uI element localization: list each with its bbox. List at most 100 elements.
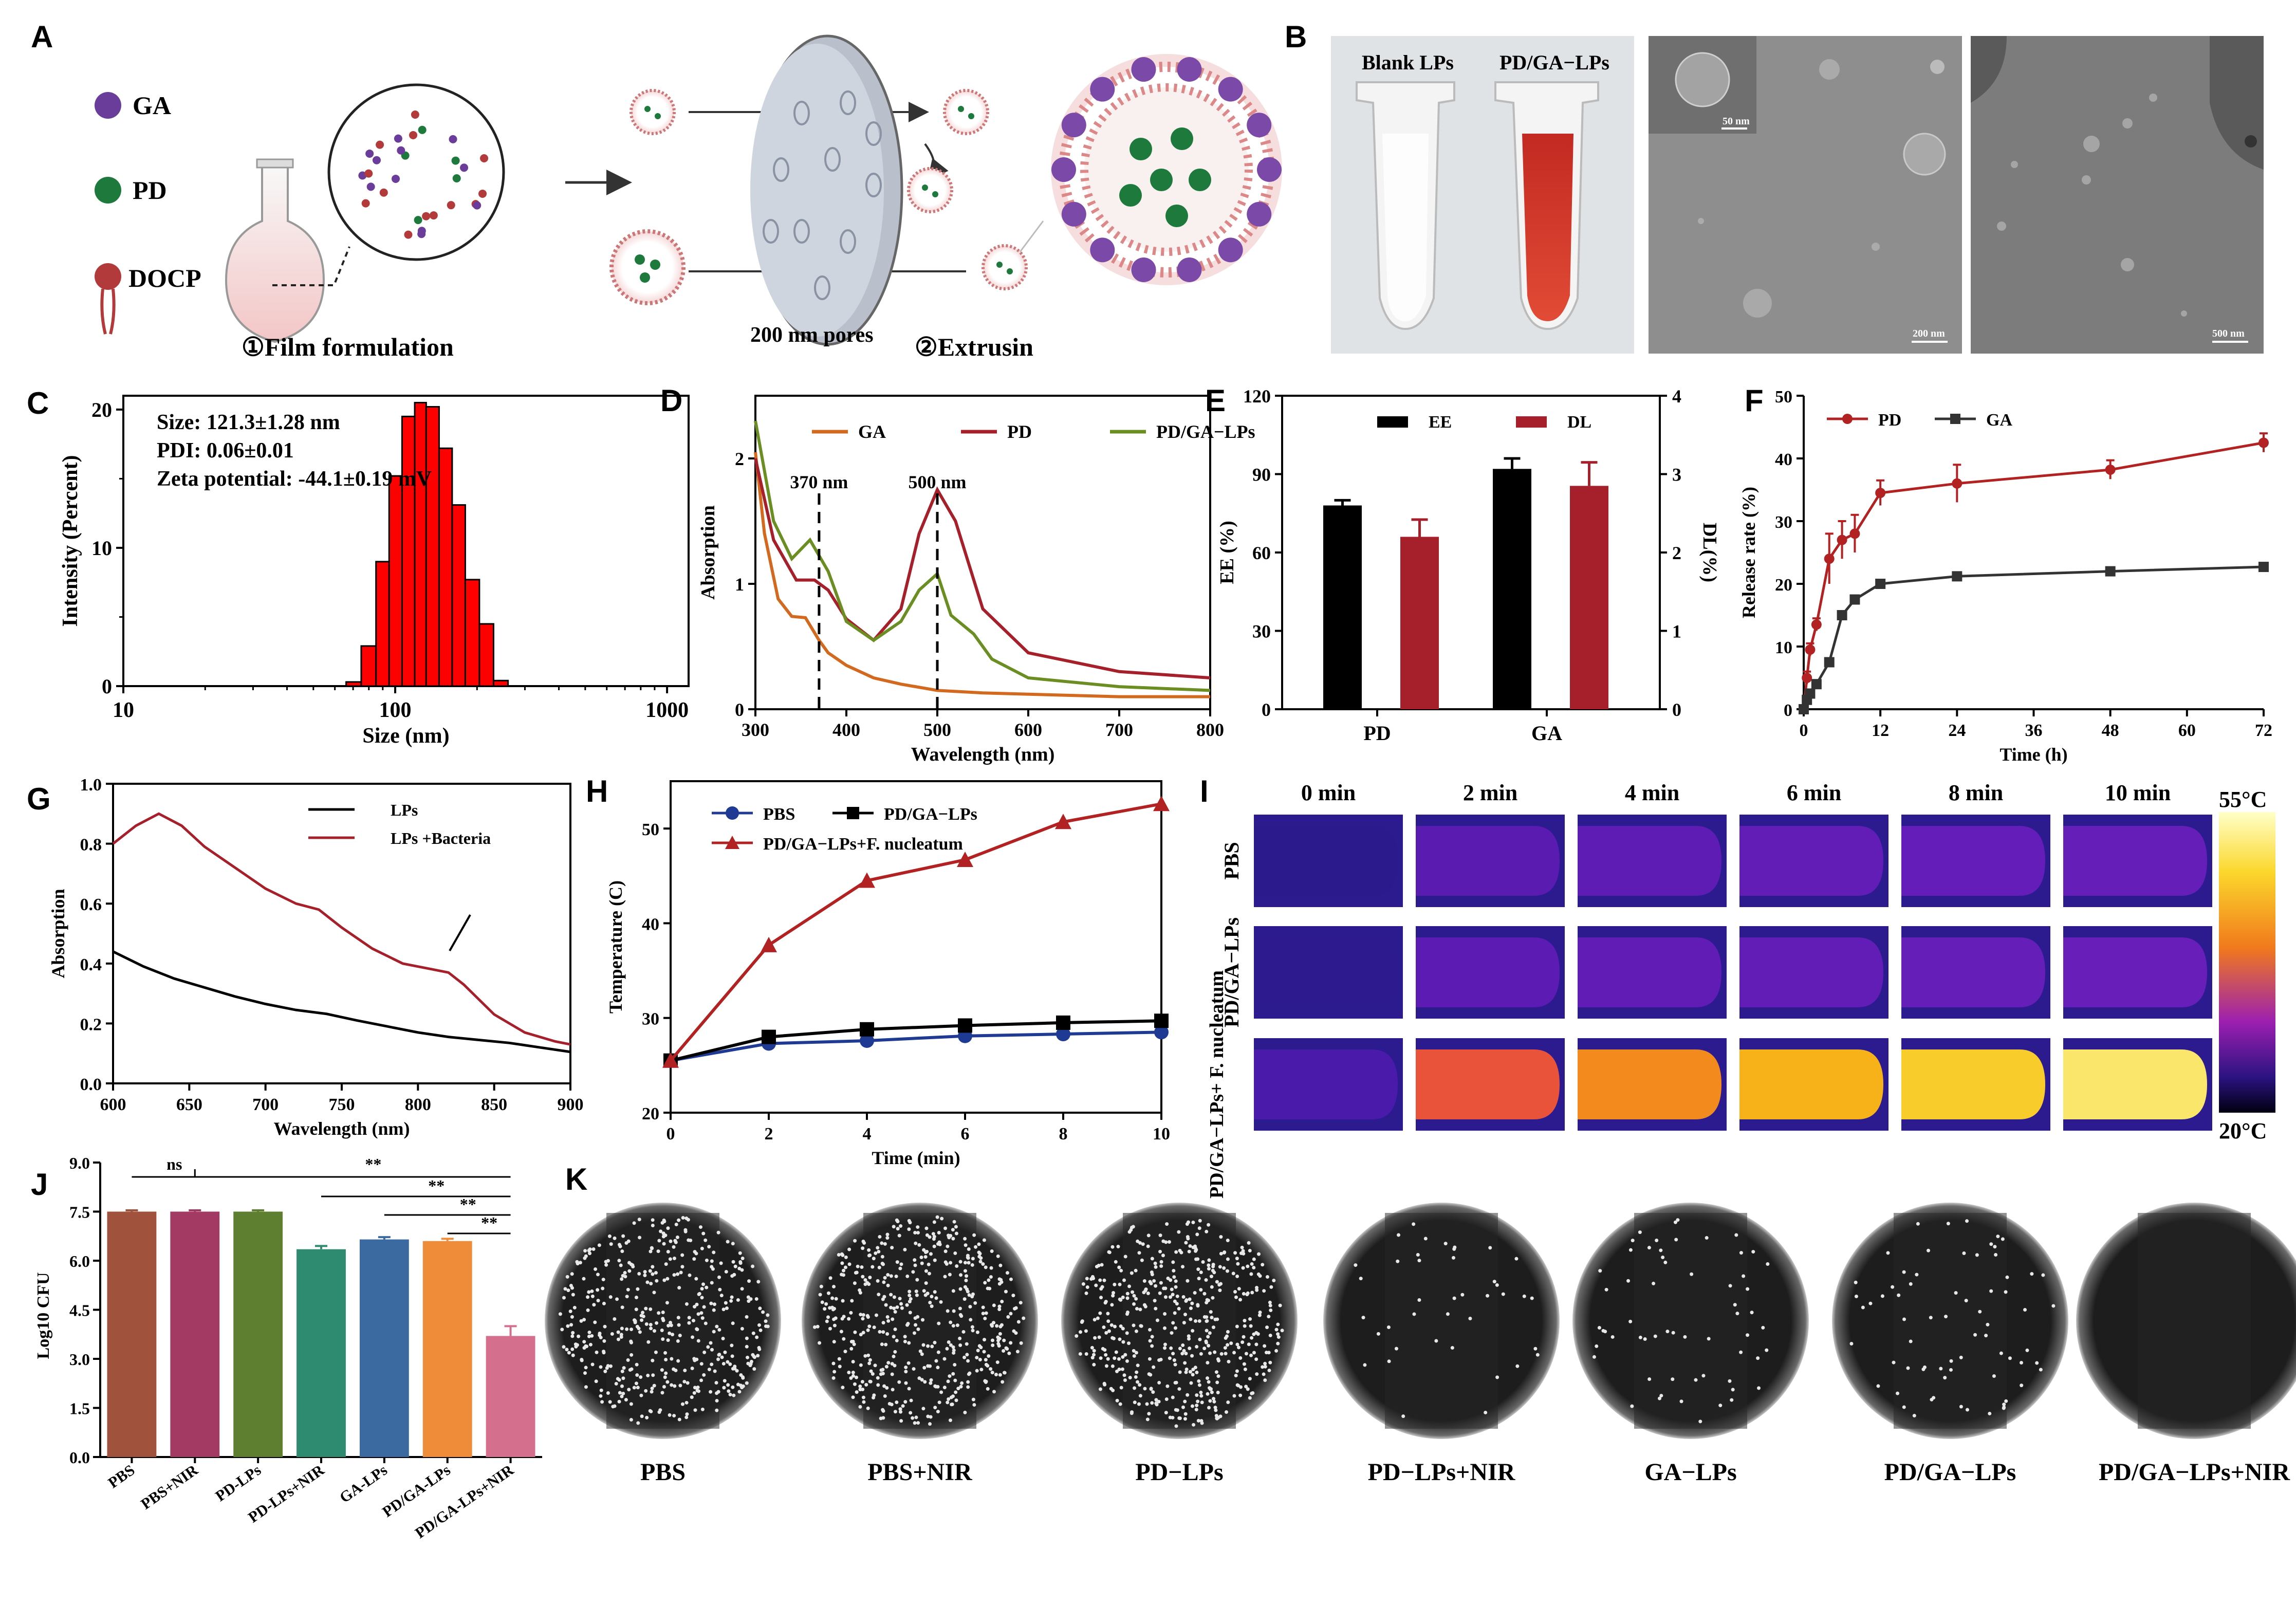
colony [1854,1294,1858,1298]
colony [951,1345,955,1349]
colony [859,1363,863,1367]
y-tick-label: 1.5 [69,1399,90,1418]
colony [997,1304,1002,1308]
colony [746,1355,750,1359]
ga-molecule-icon [95,92,121,119]
colony [899,1224,903,1228]
colony [851,1374,855,1378]
colony [984,1265,988,1269]
colony [731,1321,735,1325]
colony [1707,1337,1711,1341]
colony [895,1305,899,1309]
colony [622,1366,626,1370]
colony [1187,1249,1191,1253]
x-tick-label: 500 [923,720,951,740]
colony [569,1323,573,1327]
colony [1902,1405,1906,1409]
legend-docp-label: DOCP [128,264,201,292]
colony [909,1411,913,1415]
colony [844,1255,848,1259]
colony [664,1262,668,1266]
colony [880,1261,884,1265]
colony [1674,1238,1678,1242]
data-point [1824,554,1835,564]
colony [1183,1313,1187,1317]
colony [1251,1391,1255,1395]
colony [1276,1322,1280,1326]
colony [697,1292,701,1296]
colony [1117,1357,1121,1361]
colony [913,1421,917,1425]
colony [872,1257,876,1261]
colony [930,1295,934,1299]
colony [912,1331,916,1335]
colony [740,1326,744,1331]
colony [1162,1326,1166,1330]
colony [751,1331,755,1335]
colony [1002,1371,1006,1375]
x-tick-label: 1000 [645,698,689,722]
colony [629,1340,634,1344]
colony [700,1296,704,1300]
colony [1226,1238,1230,1242]
colony [1694,1378,1698,1382]
colony [884,1303,888,1307]
colony [570,1334,575,1338]
x-axis-title: Time (min) [872,1148,960,1168]
colony [570,1315,574,1319]
film-molecule [372,156,381,164]
colony [949,1261,953,1265]
colony [1142,1279,1146,1283]
colony [1123,1353,1127,1357]
colony [691,1319,695,1323]
colony [696,1312,700,1316]
colony [700,1246,704,1250]
colony [721,1336,725,1340]
series-line-pd [754,458,1211,679]
colony [1765,1348,1769,1352]
colony [1151,1390,1155,1394]
colony [740,1375,745,1379]
colony [1099,1356,1103,1360]
colony [1671,1331,1675,1335]
thermal-row-label: PD/GA−LPs+ F. nucleatum [1206,970,1228,1199]
colony [672,1273,676,1277]
colorbar-min-label: 20°C [2219,1118,2267,1144]
colony [973,1301,977,1305]
thermal-row-label: PD/GA−LPs [1220,917,1243,1027]
colony [610,1332,614,1336]
colony [924,1269,928,1273]
film-molecule [411,110,419,119]
colony [946,1379,950,1384]
colony [959,1314,964,1318]
colony [1658,1396,1662,1400]
colony [684,1216,689,1221]
colony [1123,1255,1127,1259]
colony [1159,1281,1163,1285]
colony [895,1218,899,1222]
colony [1359,1277,1363,1281]
y-tick-label: 0.4 [80,955,102,974]
colony [1183,1412,1188,1416]
colony [1751,1250,1755,1254]
colony [738,1251,742,1255]
colony [629,1418,633,1422]
film-molecule [447,201,455,210]
colony [1256,1332,1260,1336]
y-tick-label: 0 [735,699,744,720]
colony [724,1301,728,1305]
colony [886,1319,891,1323]
colony [747,1279,751,1283]
colony [735,1369,739,1373]
y-tick-label: 0.0 [69,1448,90,1467]
colony [662,1219,666,1223]
colony [684,1415,689,1419]
colony [1208,1331,1212,1335]
colony [659,1229,663,1233]
colony [826,1315,830,1319]
colony [1158,1291,1162,1295]
colony [1174,1424,1178,1428]
colony [849,1311,853,1315]
colony [566,1324,570,1328]
y-tick-label: 0.2 [80,1015,102,1034]
